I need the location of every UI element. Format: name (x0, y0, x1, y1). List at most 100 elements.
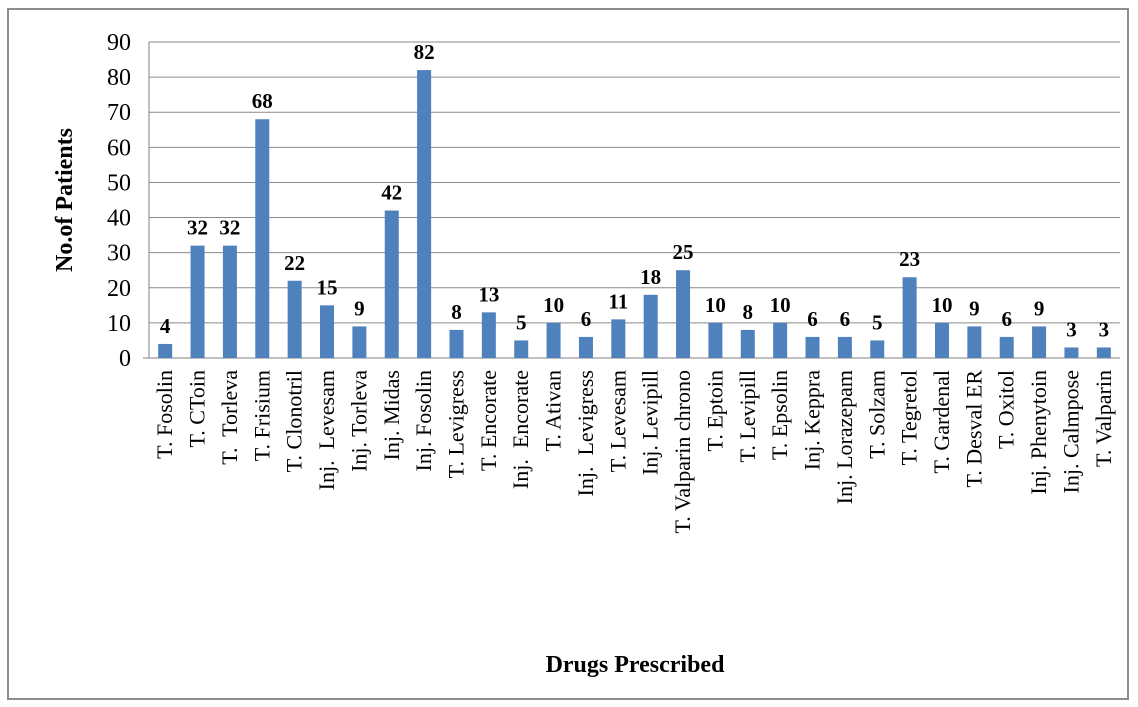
bar (773, 322, 788, 358)
bar (222, 245, 237, 358)
data-label: 8 (451, 300, 462, 324)
data-label: 10 (705, 293, 726, 317)
x-tick-label: T. Desval ER (961, 370, 986, 488)
x-tick-label: Inj. Levigress (573, 370, 598, 496)
data-label: 68 (252, 89, 273, 113)
bars (158, 70, 1111, 358)
x-tick-label: T. Valparin (1091, 370, 1116, 467)
x-tick-label: T. Levesam (605, 370, 630, 472)
x-tick-label: Inj. Levesam (314, 370, 339, 490)
data-label: 4 (160, 314, 171, 338)
bar (805, 336, 820, 358)
x-tick-label: T. Torleva (217, 370, 242, 465)
data-label: 10 (770, 293, 791, 317)
gridlines (143, 41, 1120, 359)
data-label: 15 (317, 275, 338, 299)
x-tick-label: T. Gardenal (929, 370, 954, 473)
data-label: 32 (187, 216, 208, 240)
data-label: 13 (478, 282, 499, 306)
x-tick-label: Inj. Midas (379, 370, 404, 460)
data-label: 6 (807, 307, 818, 331)
bar (514, 340, 529, 358)
y-tick-labels: 0 10 20 30 40 50 60 70 80 90 (107, 30, 131, 372)
y-tick-label: 50 (107, 170, 131, 196)
x-tick-label: Inj. Calmpose (1058, 370, 1083, 493)
x-tick-label: T. Frisium (249, 370, 274, 461)
y-tick-label: 80 (107, 65, 131, 91)
x-tick-label: Inj. Phenytoin (1026, 370, 1051, 495)
data-label: 11 (608, 289, 628, 313)
bar (255, 119, 270, 358)
data-label: 6 (840, 307, 851, 331)
bar (417, 70, 432, 358)
bar (1064, 347, 1079, 358)
data-label: 5 (516, 310, 527, 334)
bar (967, 326, 982, 358)
data-label: 3 (1099, 317, 1110, 341)
x-tick-label: Inj. Torleva (346, 370, 371, 472)
x-tick-label: T. Fosolin (152, 370, 177, 459)
bar (611, 319, 626, 358)
x-axis-title: Drugs Prescribed (546, 652, 726, 678)
x-tick-label: T. Valparin chrono (670, 370, 695, 534)
x-tick-label: Inj. Encorate (508, 370, 533, 489)
bar (999, 336, 1014, 358)
bar (1032, 326, 1047, 358)
data-label: 82 (414, 40, 435, 64)
x-tick-label: T. Eptoin (702, 370, 727, 451)
bar (1096, 347, 1111, 358)
data-label: 8 (743, 300, 754, 324)
x-tick-label: Inj. Lorazepam (832, 370, 857, 504)
bar (190, 245, 205, 358)
x-tick-labels: T. Fosolin T. CToin T. Torleva T. Frisium T.… (152, 370, 1116, 534)
y-axis-title: No.of Patients (52, 128, 78, 272)
bar (676, 270, 691, 358)
bar (352, 326, 367, 358)
data-label: 9 (969, 296, 980, 320)
bar (578, 336, 593, 358)
y-tick-label: 10 (107, 311, 131, 337)
x-tick-label: Inj. Levipill (638, 370, 663, 475)
x-tick-label: T. Ativan (541, 370, 566, 451)
bar (320, 305, 335, 358)
x-tick-label: T. Solzam (864, 370, 889, 459)
y-tick-label: 70 (107, 100, 131, 126)
x-tick-label: Inj. Fosolin (411, 370, 436, 471)
data-label: 42 (381, 181, 402, 205)
bar (287, 280, 302, 358)
y-tick-label: 30 (107, 241, 131, 267)
x-tick-label: T. Oxitol (994, 370, 1019, 449)
bar (546, 322, 561, 358)
bar (643, 294, 658, 358)
data-label: 23 (899, 247, 920, 271)
data-label: 25 (673, 240, 694, 264)
y-tick-label: 40 (107, 206, 131, 232)
x-tick-label: T. Encorate (476, 370, 501, 471)
x-tick-label: T. CToin (185, 370, 210, 448)
x-tick-label: T. Tegretol (897, 370, 922, 465)
data-label: 6 (1001, 307, 1012, 331)
data-label: 9 (354, 296, 365, 320)
bar (481, 312, 496, 358)
y-tick-label: 0 (119, 346, 131, 372)
x-tick-label: T. Levipill (735, 370, 760, 462)
data-label: 6 (581, 307, 592, 331)
y-tick-label: 60 (107, 135, 131, 161)
x-tick-label: T. Epsolin (767, 370, 792, 460)
data-label: 3 (1066, 317, 1077, 341)
bar (740, 329, 755, 358)
x-tick-label: T. Clonotril (282, 370, 307, 472)
bar (158, 343, 173, 358)
data-label: 5 (872, 310, 883, 334)
data-label: 18 (640, 265, 661, 289)
data-label: 9 (1034, 296, 1045, 320)
bar (708, 322, 723, 358)
bar (449, 329, 464, 358)
bar (837, 336, 852, 358)
data-label: 10 (543, 293, 564, 317)
data-label: 10 (931, 293, 952, 317)
bar (384, 210, 399, 358)
y-tick-label: 90 (107, 30, 131, 56)
